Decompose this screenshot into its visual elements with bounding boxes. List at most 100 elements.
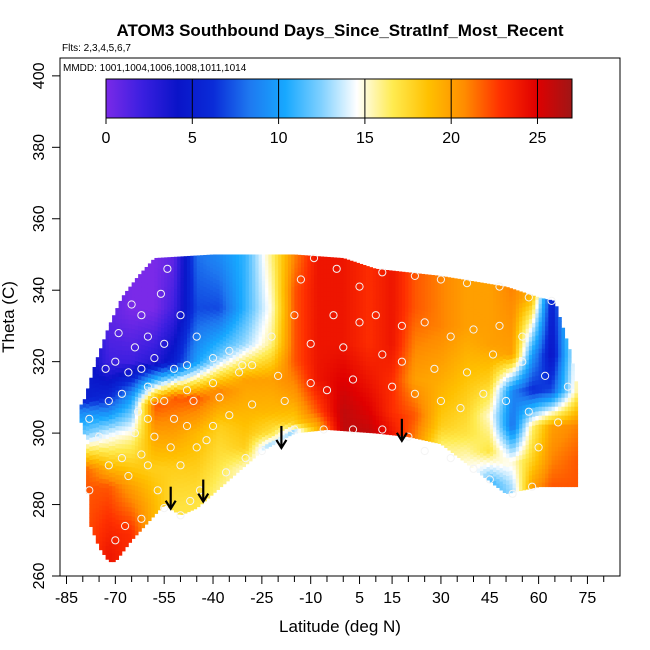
field-cell — [193, 473, 198, 478]
field-cell — [333, 287, 338, 293]
field-cell — [395, 346, 400, 351]
field-cell — [310, 382, 315, 387]
field-cell — [200, 432, 204, 438]
field-cell — [304, 382, 308, 388]
field-cell — [232, 363, 237, 369]
field-cell — [304, 418, 308, 424]
field-cell — [343, 408, 347, 414]
field-cell — [421, 305, 426, 311]
field-cell — [203, 456, 207, 462]
field-cell — [385, 420, 390, 426]
field-cell — [333, 331, 338, 337]
field-cell — [95, 413, 100, 419]
field-cell — [186, 266, 191, 271]
field-cell — [434, 366, 439, 372]
field-cell — [141, 313, 146, 319]
field-cell — [405, 338, 409, 344]
field-cell — [203, 492, 207, 497]
field-cell — [82, 425, 87, 430]
field-cell — [89, 401, 93, 407]
field-cell — [366, 294, 370, 299]
field-cell — [353, 351, 357, 357]
field-cell — [118, 381, 123, 386]
field-cell — [134, 472, 139, 478]
field-cell — [232, 345, 237, 351]
field-cell — [134, 302, 139, 308]
field-cell — [232, 385, 237, 391]
field-cell — [297, 374, 302, 380]
field-cell — [209, 392, 214, 398]
field-cell — [346, 417, 351, 423]
field-cell — [340, 354, 344, 360]
field-cell — [434, 415, 439, 421]
field-cell — [239, 438, 243, 444]
field-cell — [226, 324, 230, 330]
field-cell — [209, 271, 214, 277]
field-cell — [105, 447, 110, 453]
field-cell — [177, 299, 181, 305]
field-cell — [203, 304, 207, 310]
field-cell — [401, 395, 406, 401]
field-cell — [112, 374, 116, 380]
field-cell — [112, 387, 116, 393]
field-cell — [281, 341, 286, 346]
field-cell — [167, 418, 172, 424]
field-cell — [326, 322, 331, 328]
field-cell — [102, 541, 106, 547]
field-cell — [125, 493, 129, 498]
field-cell — [229, 379, 233, 385]
field-cell — [261, 396, 266, 402]
field-cell — [287, 373, 292, 379]
field-cell — [405, 387, 409, 393]
field-cell — [203, 308, 207, 314]
field-cell — [186, 475, 191, 481]
field-cell — [346, 310, 351, 316]
field-cell — [160, 354, 165, 360]
field-cell — [232, 260, 237, 266]
field-cell — [411, 410, 416, 416]
field-cell — [366, 347, 370, 353]
field-cell — [134, 459, 139, 464]
field-cell — [144, 336, 149, 342]
field-cell — [92, 508, 97, 513]
field-cell — [134, 530, 139, 536]
field-cell — [89, 450, 93, 456]
field-cell — [226, 329, 230, 335]
field-cell — [245, 365, 250, 371]
field-cell — [144, 461, 149, 467]
field-cell — [382, 429, 386, 435]
field-cell — [232, 292, 237, 298]
field-cell — [206, 493, 211, 499]
field-cell — [271, 426, 276, 432]
field-cell — [323, 353, 328, 359]
field-cell — [434, 290, 439, 296]
field-cell — [307, 279, 312, 285]
field-cell — [239, 281, 243, 287]
field-cell — [431, 361, 435, 367]
field-cell — [375, 308, 380, 314]
field-cell — [284, 348, 289, 354]
field-cell — [99, 406, 103, 412]
field-cell — [229, 312, 233, 318]
field-cell — [138, 446, 142, 452]
field-cell — [261, 418, 266, 424]
field-cell — [196, 283, 201, 289]
field-cell — [242, 372, 246, 378]
field-cell — [112, 512, 116, 518]
field-cell — [294, 263, 299, 269]
field-cell — [418, 354, 422, 360]
field-cell — [369, 347, 373, 353]
field-cell — [128, 511, 133, 517]
field-cell — [131, 435, 136, 441]
field-cell — [196, 292, 201, 298]
field-cell — [213, 318, 217, 324]
field-cell — [379, 290, 383, 296]
field-cell — [170, 349, 175, 355]
field-cell — [125, 475, 129, 481]
field-cell — [235, 293, 240, 299]
field-cell — [115, 367, 120, 373]
field-cell — [219, 379, 224, 385]
field-cell — [108, 543, 113, 549]
field-cell — [216, 382, 220, 388]
field-cell — [252, 355, 256, 361]
